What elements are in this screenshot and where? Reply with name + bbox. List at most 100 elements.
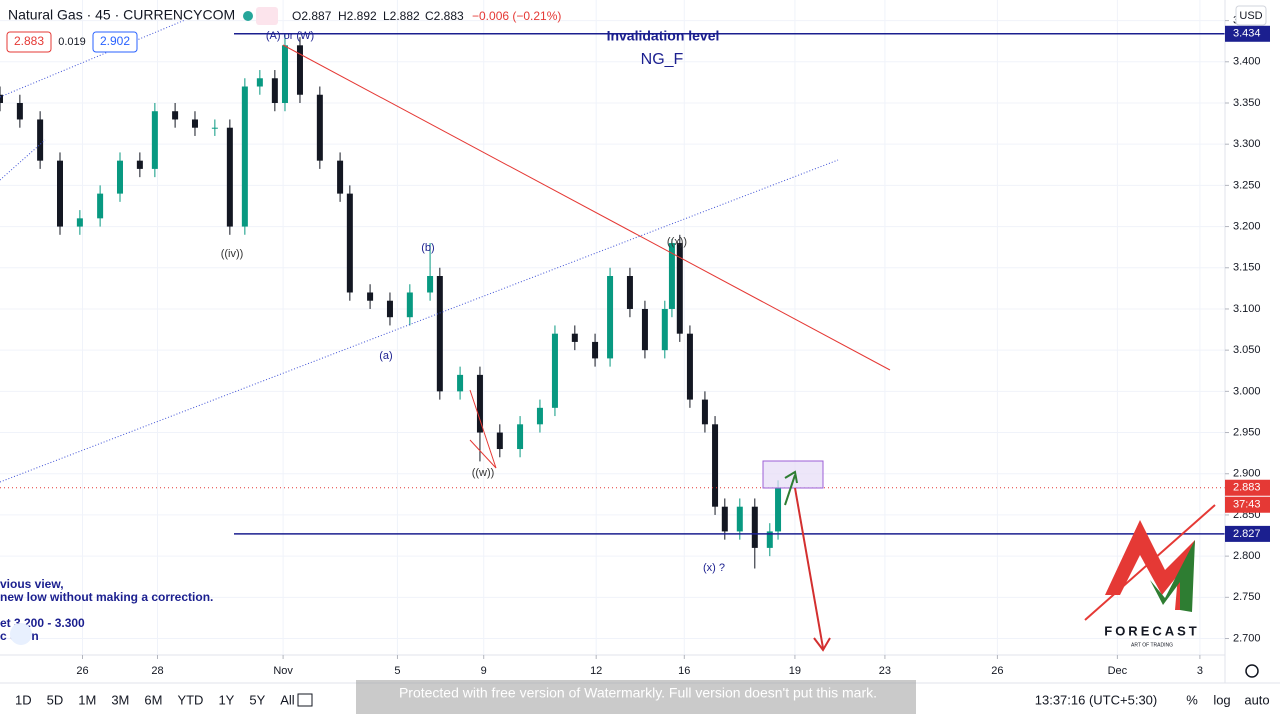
spread: 0.019 xyxy=(58,36,86,48)
range-button[interactable]: YTD xyxy=(177,692,203,707)
ohlc-low: L2.882 xyxy=(383,9,420,23)
wave-label: (A) or (W) xyxy=(266,30,314,42)
range-button[interactable]: 1D xyxy=(15,692,32,707)
x-tick-label: 12 xyxy=(590,665,602,677)
x-tick-label: 23 xyxy=(879,665,891,677)
candle-body xyxy=(151,111,158,169)
logo-tagline: ART OF TRADING xyxy=(1131,642,1173,648)
wave-label: ((iv)) xyxy=(221,248,244,260)
down-arrow-head xyxy=(813,637,831,652)
status-dot xyxy=(243,11,253,21)
range-button[interactable]: 5Y xyxy=(249,692,265,707)
y-tick-label: 3.350 xyxy=(1233,97,1261,109)
auto-toggle[interactable]: auto xyxy=(1244,692,1269,707)
range-button[interactable]: 6M xyxy=(144,692,162,707)
bid: 2.883 xyxy=(14,34,44,48)
level-tag-label: 3.434 xyxy=(1233,28,1261,40)
level-tag xyxy=(1225,479,1270,496)
note-text: vious view, xyxy=(0,577,64,591)
wave-label: (a) xyxy=(379,350,392,362)
settings-icon[interactable] xyxy=(1245,664,1259,678)
wave-label: (b) xyxy=(421,242,434,254)
range-button[interactable]: All xyxy=(280,692,295,707)
candle-body xyxy=(271,78,278,103)
ohlc-high: H2.892 xyxy=(338,9,377,23)
x-tick-label: 3 xyxy=(1197,665,1203,677)
level-tag-label: 2.827 xyxy=(1233,528,1261,540)
logo-mark xyxy=(1150,540,1195,612)
channel-line xyxy=(0,19,186,98)
range-buttons: 1D 5D 1M 3M 6M YTD 1Y 5Y All xyxy=(15,692,295,707)
watermark: Protected with free version of Watermark… xyxy=(399,685,877,701)
currency-box[interactable] xyxy=(1235,5,1267,26)
candle-body xyxy=(56,160,63,227)
candle-body xyxy=(116,160,123,194)
candle-body xyxy=(316,94,323,161)
candle-body xyxy=(337,160,344,194)
candle-body xyxy=(172,111,179,120)
x-tick-label: Dec xyxy=(1108,665,1128,677)
bid-box[interactable] xyxy=(6,31,52,53)
candle-body xyxy=(676,243,683,334)
candle-body xyxy=(226,127,233,227)
logo-mark xyxy=(1105,520,1195,610)
plot xyxy=(0,0,1225,655)
candle-body xyxy=(766,531,773,548)
note-text: new low without making a correction. xyxy=(0,590,213,604)
range-button[interactable]: 1M xyxy=(78,692,96,707)
candle-body xyxy=(457,374,464,392)
ohlc-open: O2.887 xyxy=(292,9,332,23)
candle-body xyxy=(191,119,198,128)
candle-body xyxy=(367,292,374,301)
candle-body xyxy=(256,78,263,87)
logo-name: FORECAST xyxy=(1104,623,1200,638)
ohlc-close: C2.883 xyxy=(425,9,464,23)
level-tag-label: 2.883 xyxy=(1233,482,1261,494)
y-tick-label: 2.700 xyxy=(1233,632,1261,644)
symbol-title: Natural Gas · 45 · CURRENCYCOM xyxy=(8,7,235,23)
candle-body xyxy=(607,276,614,359)
candle-body xyxy=(551,333,558,408)
status-badge xyxy=(256,7,278,25)
range-button[interactable]: 1Y xyxy=(218,692,234,707)
candle-body xyxy=(241,86,248,227)
y-tick-label: 2.800 xyxy=(1233,550,1261,562)
candle-body xyxy=(16,102,23,120)
wave-label: ((w)) xyxy=(472,467,495,479)
candle-body xyxy=(346,193,353,293)
price-axis: 3.4503.4003.3503.3003.2503.2003.1503.100… xyxy=(0,0,1270,683)
level-label: Invalidation level xyxy=(607,28,720,44)
candle-body xyxy=(0,94,3,103)
range-button[interactable]: 3M xyxy=(111,692,129,707)
wave-path xyxy=(469,389,497,469)
y-tick-label: 2.900 xyxy=(1233,468,1261,480)
date-range-icon[interactable] xyxy=(297,693,313,707)
range-button[interactable]: 5D xyxy=(47,692,64,707)
ask-box[interactable] xyxy=(92,31,138,53)
y-tick-label: 3.150 xyxy=(1233,262,1261,274)
candle-body xyxy=(406,292,413,318)
percent-toggle[interactable]: % xyxy=(1186,692,1198,707)
candle-body xyxy=(476,374,483,433)
y-tick-label: 3.100 xyxy=(1233,303,1261,315)
candle-body xyxy=(436,276,443,392)
level-tag xyxy=(1225,25,1270,42)
tv-logo xyxy=(10,623,32,645)
x-tick-label: 5 xyxy=(394,665,400,677)
candle-body xyxy=(686,333,693,400)
wave-label: ((x)) xyxy=(667,236,687,248)
y-tick-label: 3.050 xyxy=(1233,344,1261,356)
candle-body xyxy=(592,341,599,359)
y-tick-label: 3.200 xyxy=(1233,220,1261,232)
ask: 2.902 xyxy=(100,34,130,48)
x-tick-label: 16 xyxy=(678,665,690,677)
symbol-tag: NG_F xyxy=(641,51,684,68)
ohlc-change: −0.006 (−0.21%) xyxy=(472,9,561,23)
x-tick-label: 26 xyxy=(76,665,88,677)
countdown: 37:43 xyxy=(1233,499,1261,511)
log-toggle[interactable]: log xyxy=(1213,692,1230,707)
candle-body xyxy=(97,193,104,219)
candle-body xyxy=(626,276,633,309)
candle-body xyxy=(712,424,719,507)
candle-body xyxy=(76,218,83,227)
